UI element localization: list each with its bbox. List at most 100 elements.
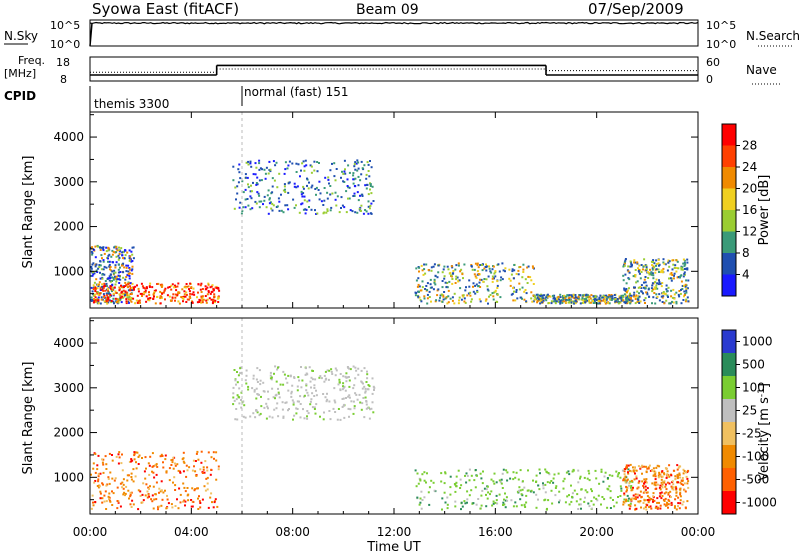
echo-cell	[174, 489, 177, 491]
echo-cell	[338, 211, 341, 214]
echo-cell	[484, 299, 487, 302]
echo-cell	[185, 475, 188, 478]
echo-cell	[664, 467, 667, 470]
echo-cell	[357, 184, 360, 187]
echo-cell	[634, 302, 637, 305]
echo-cell	[617, 496, 619, 498]
echo-cell	[366, 161, 369, 164]
echo-cell	[680, 483, 683, 486]
echo-cell	[428, 503, 431, 506]
echo-cell	[90, 473, 92, 476]
echo-cell	[193, 293, 196, 296]
echo-cell	[124, 278, 127, 281]
echo-cell	[329, 209, 332, 212]
echo-cell	[269, 168, 272, 171]
echo-cell	[661, 470, 664, 473]
echo-cell	[473, 268, 476, 271]
echo-cell	[567, 299, 569, 301]
echo-cell	[139, 494, 142, 497]
echo-cell	[485, 488, 488, 491]
echo-cell	[603, 475, 606, 478]
echo-cell	[127, 283, 130, 286]
echo-cell	[524, 278, 527, 281]
echo-cell	[118, 282, 121, 284]
echo-cell	[623, 492, 626, 495]
echo-cell	[101, 273, 104, 276]
echo-cell	[640, 264, 643, 266]
echo-cell	[260, 179, 263, 182]
echo-cell	[185, 286, 188, 289]
echo-cell	[129, 298, 132, 301]
echo-cell	[558, 300, 560, 303]
echo-cell	[173, 476, 176, 479]
echo-cell	[421, 280, 424, 283]
echo-cell	[206, 286, 209, 289]
echo-cell	[97, 478, 100, 481]
echo-cell	[445, 286, 448, 289]
echo-cell	[92, 248, 95, 251]
echo-cell	[262, 203, 264, 206]
echo-cell	[454, 500, 457, 503]
echo-cell	[652, 500, 654, 503]
echo-cell	[114, 277, 117, 280]
echo-cell	[492, 502, 495, 505]
echo-cell	[119, 278, 122, 281]
echo-cell	[201, 297, 204, 300]
echo-cell	[211, 302, 214, 305]
echo-cell	[134, 302, 137, 305]
echo-cell	[682, 284, 685, 287]
echo-cell	[119, 294, 122, 297]
echo-cell	[583, 476, 586, 479]
echo-cell	[112, 292, 115, 295]
echo-cell	[687, 486, 690, 489]
echo-cell	[443, 491, 446, 494]
echo-cell	[457, 302, 460, 305]
echo-cell	[90, 267, 93, 270]
echo-cell	[333, 162, 336, 165]
echo-cell	[658, 271, 660, 273]
echo-cell	[664, 504, 667, 507]
echo-cell	[132, 257, 135, 260]
echo-cell	[670, 279, 673, 282]
echo-cell	[451, 299, 454, 302]
echo-cell	[127, 298, 130, 301]
echo-cell	[339, 418, 342, 421]
echo-cell	[366, 377, 369, 380]
echo-cell	[168, 479, 171, 482]
echo-cell	[181, 458, 184, 461]
echo-cell	[130, 300, 133, 303]
echo-cell	[650, 273, 653, 276]
echo-cell	[155, 473, 158, 476]
echo-cell	[673, 506, 676, 509]
echo-cell	[92, 462, 95, 465]
echo-cell	[674, 475, 677, 478]
echo-cell	[616, 298, 619, 300]
echo-cell	[264, 172, 267, 175]
echo-cell	[306, 410, 309, 412]
echo-cell	[325, 400, 328, 403]
echo-cell	[654, 488, 657, 490]
echo-cell	[131, 499, 134, 502]
echo-cell	[523, 504, 526, 507]
echo-cell	[101, 257, 103, 260]
echo-cell	[269, 377, 272, 380]
echo-cell	[661, 495, 664, 497]
echo-cell	[268, 202, 271, 205]
echo-cell	[640, 495, 643, 498]
echo-cell	[183, 486, 186, 489]
echo-cell	[668, 277, 670, 280]
echo-cell	[680, 266, 683, 269]
echo-cell	[678, 507, 681, 510]
echo-cell	[273, 408, 276, 411]
echo-cell	[504, 270, 506, 273]
echo-cell	[416, 496, 419, 499]
echo-cell	[93, 281, 96, 284]
echo-cell	[683, 259, 686, 262]
echo-cell	[101, 461, 104, 464]
echo-cell	[522, 271, 525, 273]
echo-cell	[649, 268, 651, 271]
echo-cell	[245, 374, 248, 377]
echo-cell	[127, 301, 130, 304]
echo-cell	[99, 264, 102, 267]
